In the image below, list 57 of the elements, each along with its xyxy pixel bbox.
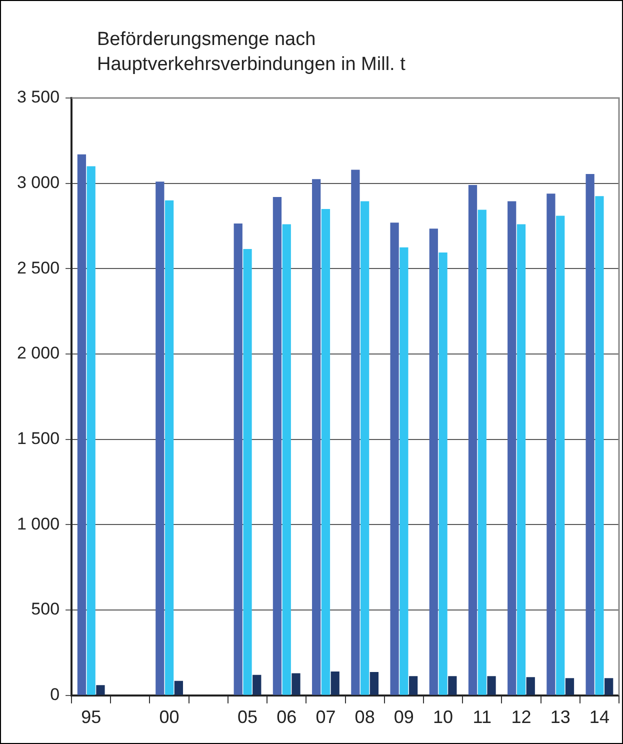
bar xyxy=(556,216,565,695)
y-tick-label: 1 000 xyxy=(16,514,60,534)
bar xyxy=(272,197,282,695)
y-tick-label: 3 500 xyxy=(16,88,60,107)
bar xyxy=(174,680,184,695)
bar xyxy=(516,224,526,695)
y-tick-label: 500 xyxy=(31,600,60,619)
bar xyxy=(86,166,96,695)
bar xyxy=(156,182,164,695)
bar xyxy=(234,223,242,695)
y-tick-label: 1 500 xyxy=(16,429,60,448)
bar xyxy=(252,674,262,695)
x-tick-label: 09 xyxy=(394,707,414,728)
y-tick-label: 3 000 xyxy=(16,173,60,192)
bar xyxy=(586,174,594,695)
x-tick-label: 07 xyxy=(316,707,336,728)
x-tick-label: 12 xyxy=(511,707,532,728)
bar xyxy=(243,249,252,695)
x-tick-label: 00 xyxy=(159,707,180,728)
bar xyxy=(546,194,556,695)
bar xyxy=(526,677,535,695)
bar xyxy=(448,676,457,695)
bar xyxy=(487,676,496,695)
bar xyxy=(508,201,516,695)
bar xyxy=(292,673,300,695)
bar xyxy=(282,224,291,695)
bar xyxy=(468,185,478,695)
x-tick-label: 14 xyxy=(589,707,610,728)
bar xyxy=(321,208,330,695)
x-tick-label: 08 xyxy=(354,707,375,728)
bar xyxy=(565,678,574,695)
y-tick-label: 2 500 xyxy=(16,258,60,278)
bar xyxy=(478,210,486,695)
x-tick-label: 11 xyxy=(472,707,492,728)
bar xyxy=(312,179,321,695)
bar xyxy=(164,200,174,695)
x-tick-label: 06 xyxy=(276,707,297,728)
x-tick-label: 10 xyxy=(433,707,454,728)
bar xyxy=(429,228,438,695)
bar xyxy=(604,678,614,695)
bar xyxy=(390,222,399,695)
x-tick-label: 13 xyxy=(550,707,570,728)
x-tick-label: 95 xyxy=(81,707,102,728)
chart-title: Beförderungsmenge nach Hauptverkehrsverbindungen in Mill. t xyxy=(97,28,406,77)
bar xyxy=(351,170,360,695)
y-tick-label: 0 xyxy=(50,685,60,704)
bar xyxy=(438,252,448,695)
bar xyxy=(595,196,604,695)
bar xyxy=(96,685,105,695)
bar xyxy=(360,201,370,695)
x-tick-label: 05 xyxy=(237,707,258,728)
bar xyxy=(408,676,418,695)
bar xyxy=(370,672,379,695)
bar xyxy=(330,672,340,695)
y-tick-label: 2 000 xyxy=(16,344,60,363)
bar xyxy=(77,154,86,695)
bar xyxy=(400,247,408,695)
